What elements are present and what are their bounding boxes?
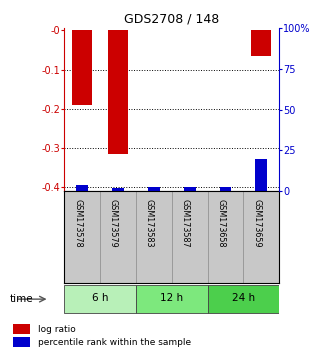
Text: GSM173578: GSM173578 (73, 199, 82, 247)
Bar (13, 337, 30, 347)
Text: GSM173587: GSM173587 (181, 199, 190, 247)
Bar (13, 324, 30, 334)
Bar (136, 285, 208, 314)
Text: 24 h: 24 h (232, 293, 255, 303)
Text: GSM173583: GSM173583 (145, 199, 154, 247)
Text: GSM173658: GSM173658 (216, 199, 225, 247)
Bar (220, 187, 231, 191)
Text: GSM173659: GSM173659 (252, 199, 261, 247)
Text: 6 h: 6 h (92, 293, 108, 303)
Text: time: time (10, 294, 33, 304)
Bar (72, 30, 92, 105)
Bar (208, 285, 279, 314)
Bar (112, 188, 124, 191)
Bar (256, 159, 267, 191)
Text: 12 h: 12 h (160, 293, 183, 303)
Text: percentile rank within the sample: percentile rank within the sample (38, 338, 191, 347)
Bar (251, 30, 271, 56)
Title: GDS2708 / 148: GDS2708 / 148 (124, 13, 219, 26)
Text: GSM173579: GSM173579 (109, 199, 118, 247)
Bar (184, 187, 195, 191)
Text: log ratio: log ratio (38, 325, 76, 334)
Bar (64, 285, 136, 314)
Bar (108, 30, 128, 154)
Bar (76, 185, 88, 191)
Bar (148, 187, 160, 191)
